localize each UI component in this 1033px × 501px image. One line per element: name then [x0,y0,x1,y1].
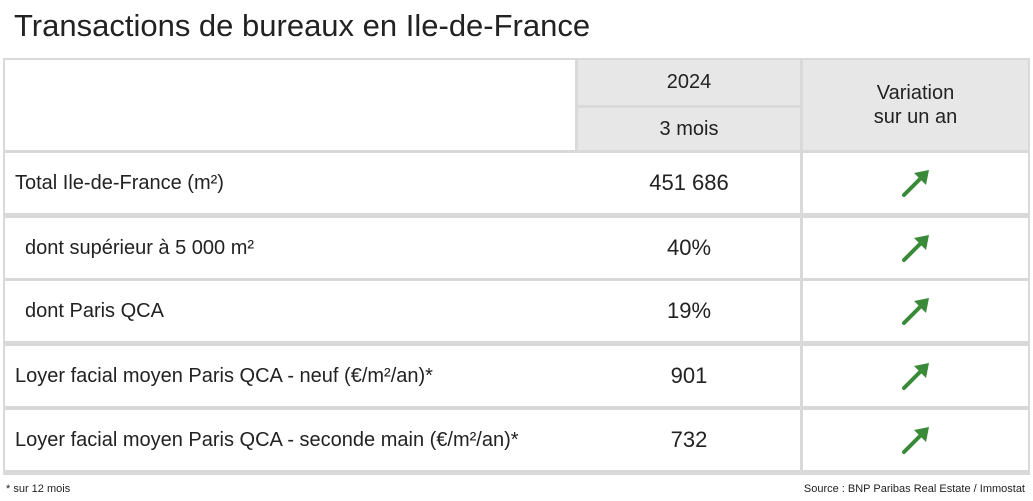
header-variation-line: Variation [876,82,955,104]
row-label: Total Ile-de-France (m²) [5,153,585,213]
header-blank [5,60,575,150]
row-trend [803,281,1028,341]
row-label: dont Paris QCA [5,281,595,341]
header-variation-line: sur un an [873,106,958,128]
row-label: Loyer facial moyen Paris QCA - seconde m… [5,410,585,470]
source: Source : BNP Paribas Real Estate / Immos… [803,483,1025,495]
row-value: 901 [578,346,800,406]
header-variation: Variation sur un an [803,60,1028,150]
footnote: * sur 12 mois [6,483,71,495]
row-trend [803,346,1028,406]
row-value: 19% [578,281,800,341]
up-arrow [901,427,929,454]
table: 2024 3 mois Variation sur un an Total Ile-de… [3,58,1030,475]
row-trend [803,410,1028,470]
header-year: 2024 [578,60,800,105]
row-value: 732 [578,410,800,470]
up-arrow [901,363,929,390]
row-value: 451 686 [578,153,800,213]
row-label: Loyer facial moyen Paris QCA - neuf (€/m… [5,346,585,406]
header-period: 3 mois [578,108,800,150]
title: Transactions de bureaux en Ile-de-France [14,8,591,43]
row-trend [803,218,1028,278]
row-label: dont supérieur à 5 000 m² [5,218,595,278]
up-arrow [901,235,929,262]
row-value: 40% [578,218,800,278]
up-arrow [901,170,929,197]
row-trend [803,153,1028,213]
up-arrow [901,298,929,325]
